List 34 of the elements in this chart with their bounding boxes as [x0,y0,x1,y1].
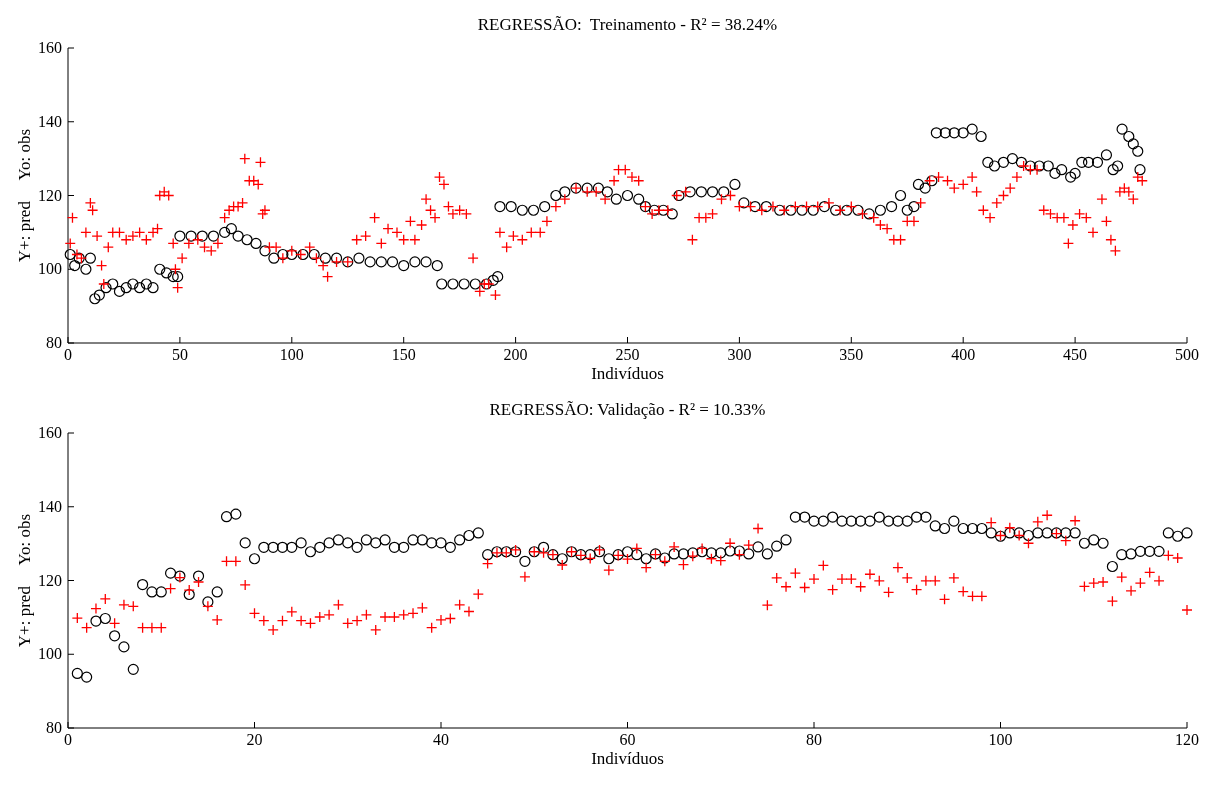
y-tick-label: 100 [38,645,62,663]
y-tick-label: 160 [38,39,62,56]
y-tick-label: 80 [46,719,62,736]
x-tick-label: 0 [64,346,72,363]
x-tick-label: 250 [615,346,640,363]
x-tick-label: 450 [1063,346,1088,363]
y-tick-label: 160 [38,424,62,441]
x-tick-label: 150 [391,346,416,363]
x-tick-label: 120 [1175,731,1199,748]
y-tick-label: 140 [38,112,62,130]
x-tick-label: 500 [1175,346,1199,363]
x-tick-label: 100 [279,346,304,363]
x-tick-label: 300 [727,346,752,363]
y-axis-title: Y+: pred Yo: obs [15,128,34,263]
x-tick-label: 100 [988,731,1013,748]
y-tick-label: 140 [38,497,62,515]
x-tick-label: 50 [171,346,188,363]
x-axis-title: Indivíduos [591,364,664,383]
y-tick-label: 120 [38,571,62,589]
y-tick-label: 80 [46,334,62,351]
x-tick-label: 0 [64,731,72,748]
y-axis-title: Y+: pred Yo: obs [15,513,34,648]
x-axis-title: Indivíduos [591,749,664,768]
x-tick-label: 40 [433,731,449,748]
y-tick-label: 100 [38,260,62,278]
x-tick-label: 400 [951,346,976,363]
x-tick-label: 60 [619,731,636,748]
chart-title: REGRESSÃO: Treinamento - R² = 38.24% [477,15,778,34]
x-tick-label: 20 [246,731,263,748]
y-tick-label: 120 [38,186,62,204]
chart-title: REGRESSÃO: Validação - R² = 10.33% [489,400,766,419]
x-tick-label: 80 [806,731,822,748]
x-tick-label: 350 [839,346,864,363]
x-tick-label: 200 [503,346,528,363]
